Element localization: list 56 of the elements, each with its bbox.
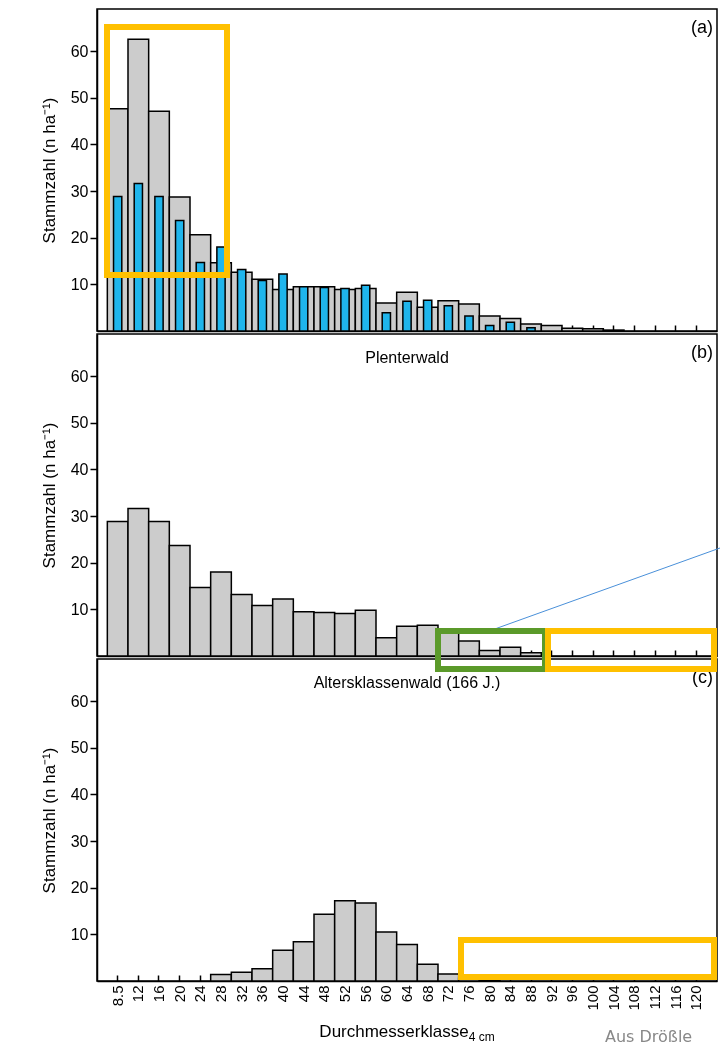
x-tick-label: 48: [315, 985, 333, 1003]
x-tick-label: 24: [191, 985, 209, 1003]
x-tick-label: 76: [460, 985, 477, 1003]
y-tick-label: 40: [70, 460, 89, 478]
x-tick-label: 88: [522, 985, 539, 1003]
x-tick-label: 64: [398, 985, 415, 1003]
x-tick-label: 32: [232, 985, 250, 1003]
y-tick-label: 20: [70, 229, 89, 247]
x-tick-label: 44: [294, 985, 312, 1003]
x-tick-label: 20: [170, 985, 188, 1003]
y-tick-label: 30: [70, 507, 89, 525]
x-tick-label: 100: [584, 985, 601, 1011]
x-tick-label: 8.5: [108, 985, 126, 1007]
x-tick-label: 36: [253, 985, 271, 1003]
x-tick-label: 72: [439, 985, 457, 1003]
x-tick-label: 80: [480, 985, 498, 1003]
text: Altersklassenwald (166 J.): [313, 674, 501, 691]
y-axis-title: Stammzahl (n ha⁻¹): [39, 747, 59, 894]
annotation: (a): [691, 17, 713, 37]
y-tick-label: 20: [70, 554, 89, 572]
x-tick-label: 28: [212, 985, 229, 1003]
x-tick-label: 16: [150, 985, 167, 1003]
y-tick-label: 60: [70, 692, 89, 710]
x-tick-label: 12: [129, 985, 147, 1003]
y-tick-label: 10: [70, 600, 89, 618]
y-tick-label: 50: [70, 414, 89, 432]
y-tick-label: 10: [70, 275, 89, 293]
y-tick-label: 30: [70, 832, 89, 850]
x-tick-label: 96: [563, 985, 581, 1003]
y-tick-label: 20: [70, 879, 89, 897]
x-tick-label: 84: [501, 985, 519, 1003]
text: Plenterwald: [365, 349, 449, 366]
y-axis-title: Stammzahl (n ha⁻¹): [39, 422, 59, 569]
annotation: (b): [691, 342, 713, 362]
x-tick-label: 116: [666, 985, 684, 1010]
x-tick-label: 104: [604, 985, 622, 1011]
x-tick-label: 92: [542, 985, 560, 1003]
x-tick-label: 60: [377, 985, 395, 1003]
x-tick-label: 108: [625, 985, 643, 1011]
y-tick-label: 60: [70, 42, 89, 60]
y-axis-title: Stammzahl (n ha⁻¹): [39, 97, 59, 244]
y-tick-label: 40: [70, 785, 89, 803]
y-tick-label: 50: [70, 89, 89, 107]
x-tick-label: 112: [646, 985, 663, 1010]
x-tick-label: 56: [356, 985, 374, 1003]
x-tick-label: 68: [418, 985, 436, 1003]
y-tick-label: 30: [70, 182, 89, 200]
x-axis-title: Durchmesserklasse$_{4 cm}$: [319, 1022, 495, 1045]
y-tick-label: 60: [70, 367, 89, 385]
y-tick-label: 10: [70, 925, 89, 943]
x-tick-label: 40: [274, 985, 291, 1003]
text: Aus Drößle: [605, 1027, 693, 1046]
x-tick-label: 52: [336, 985, 353, 1003]
y-tick-label: 40: [70, 135, 89, 153]
y-tick-label: 50: [70, 739, 89, 757]
x-tick-label: 120: [687, 985, 705, 1011]
